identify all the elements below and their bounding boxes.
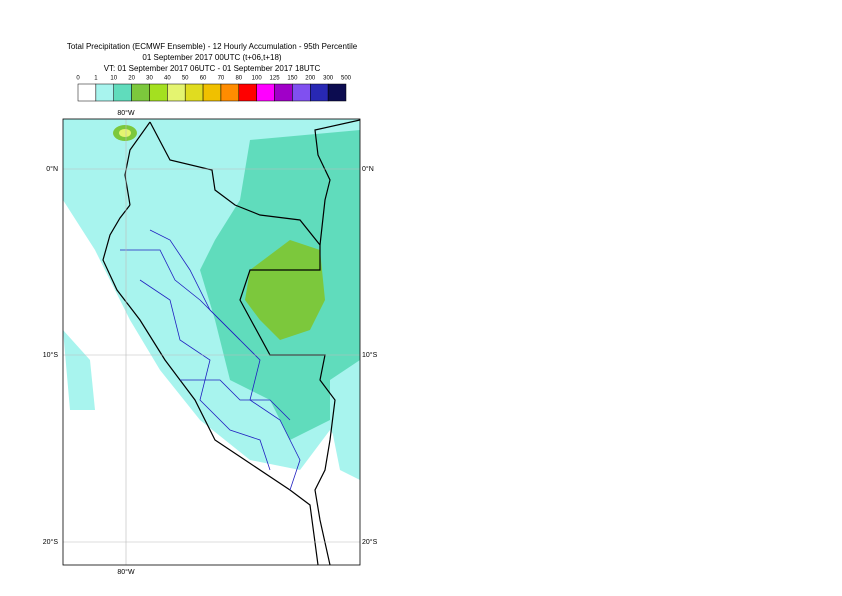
legend-swatch [327, 83, 347, 102]
legend-swatch [310, 83, 329, 102]
legend-swatch [113, 83, 132, 102]
legend-swatch [131, 83, 150, 102]
legend-label: 60 [200, 76, 207, 82]
legend-label: 300 [323, 76, 334, 82]
graticule [63, 119, 360, 565]
legend-swatch [95, 83, 114, 102]
map [63, 119, 360, 565]
legend-label: 20 [128, 76, 135, 82]
legend-swatch [256, 83, 275, 102]
legend-swatch [220, 83, 240, 102]
legend-label: 40 [164, 76, 171, 82]
legend-label: 30 [146, 76, 153, 82]
legend-swatch [184, 83, 204, 102]
legend-swatch [149, 83, 168, 102]
valid-time: VT: 01 September 2017 06UTC - 01 Septemb… [104, 64, 321, 73]
legend-swatch [77, 83, 97, 102]
legend-label: 10 [110, 76, 117, 82]
lat-label: 10°S [362, 351, 378, 359]
legend: 0 1 10 20 30 40 50 60 70 80 100 125 150 200 300 500 [76, 76, 352, 102]
legend-label: 500 [341, 76, 352, 82]
legend-swatch [292, 83, 311, 102]
subtitle: 01 September 2017 00UTC (t+06,t+18) [142, 53, 282, 62]
lat-label: 0°N [362, 165, 374, 173]
legend-label: 150 [287, 76, 298, 82]
legend-label: 200 [305, 76, 316, 82]
legend-swatch [274, 83, 293, 102]
legend-label: 1 [94, 76, 98, 82]
lat-label: 20°S [43, 538, 59, 546]
lon-label: 80°W [117, 568, 135, 576]
legend-label: 70 [218, 76, 225, 82]
legend-label: 80 [235, 76, 242, 82]
title: Total Precipitation (ECMWF Ensemble) - 1… [67, 42, 358, 51]
admin-borders [120, 229, 301, 491]
precip-heavy [245, 240, 325, 340]
map-frame [62, 118, 361, 566]
legend-label: 50 [182, 76, 189, 82]
lat-label: 10°S [43, 351, 59, 359]
legend-label: 125 [270, 76, 281, 82]
legend-label: 0 [76, 76, 80, 82]
lat-label: 0°N [46, 165, 58, 173]
legend-swatch [167, 83, 186, 102]
legend-swatch [238, 83, 257, 102]
precip-spot [119, 129, 131, 137]
legend-swatch [202, 83, 222, 102]
lat-label: 20°S [362, 538, 378, 546]
legend-label: 100 [252, 76, 263, 82]
lon-label: 80°W [117, 109, 135, 117]
